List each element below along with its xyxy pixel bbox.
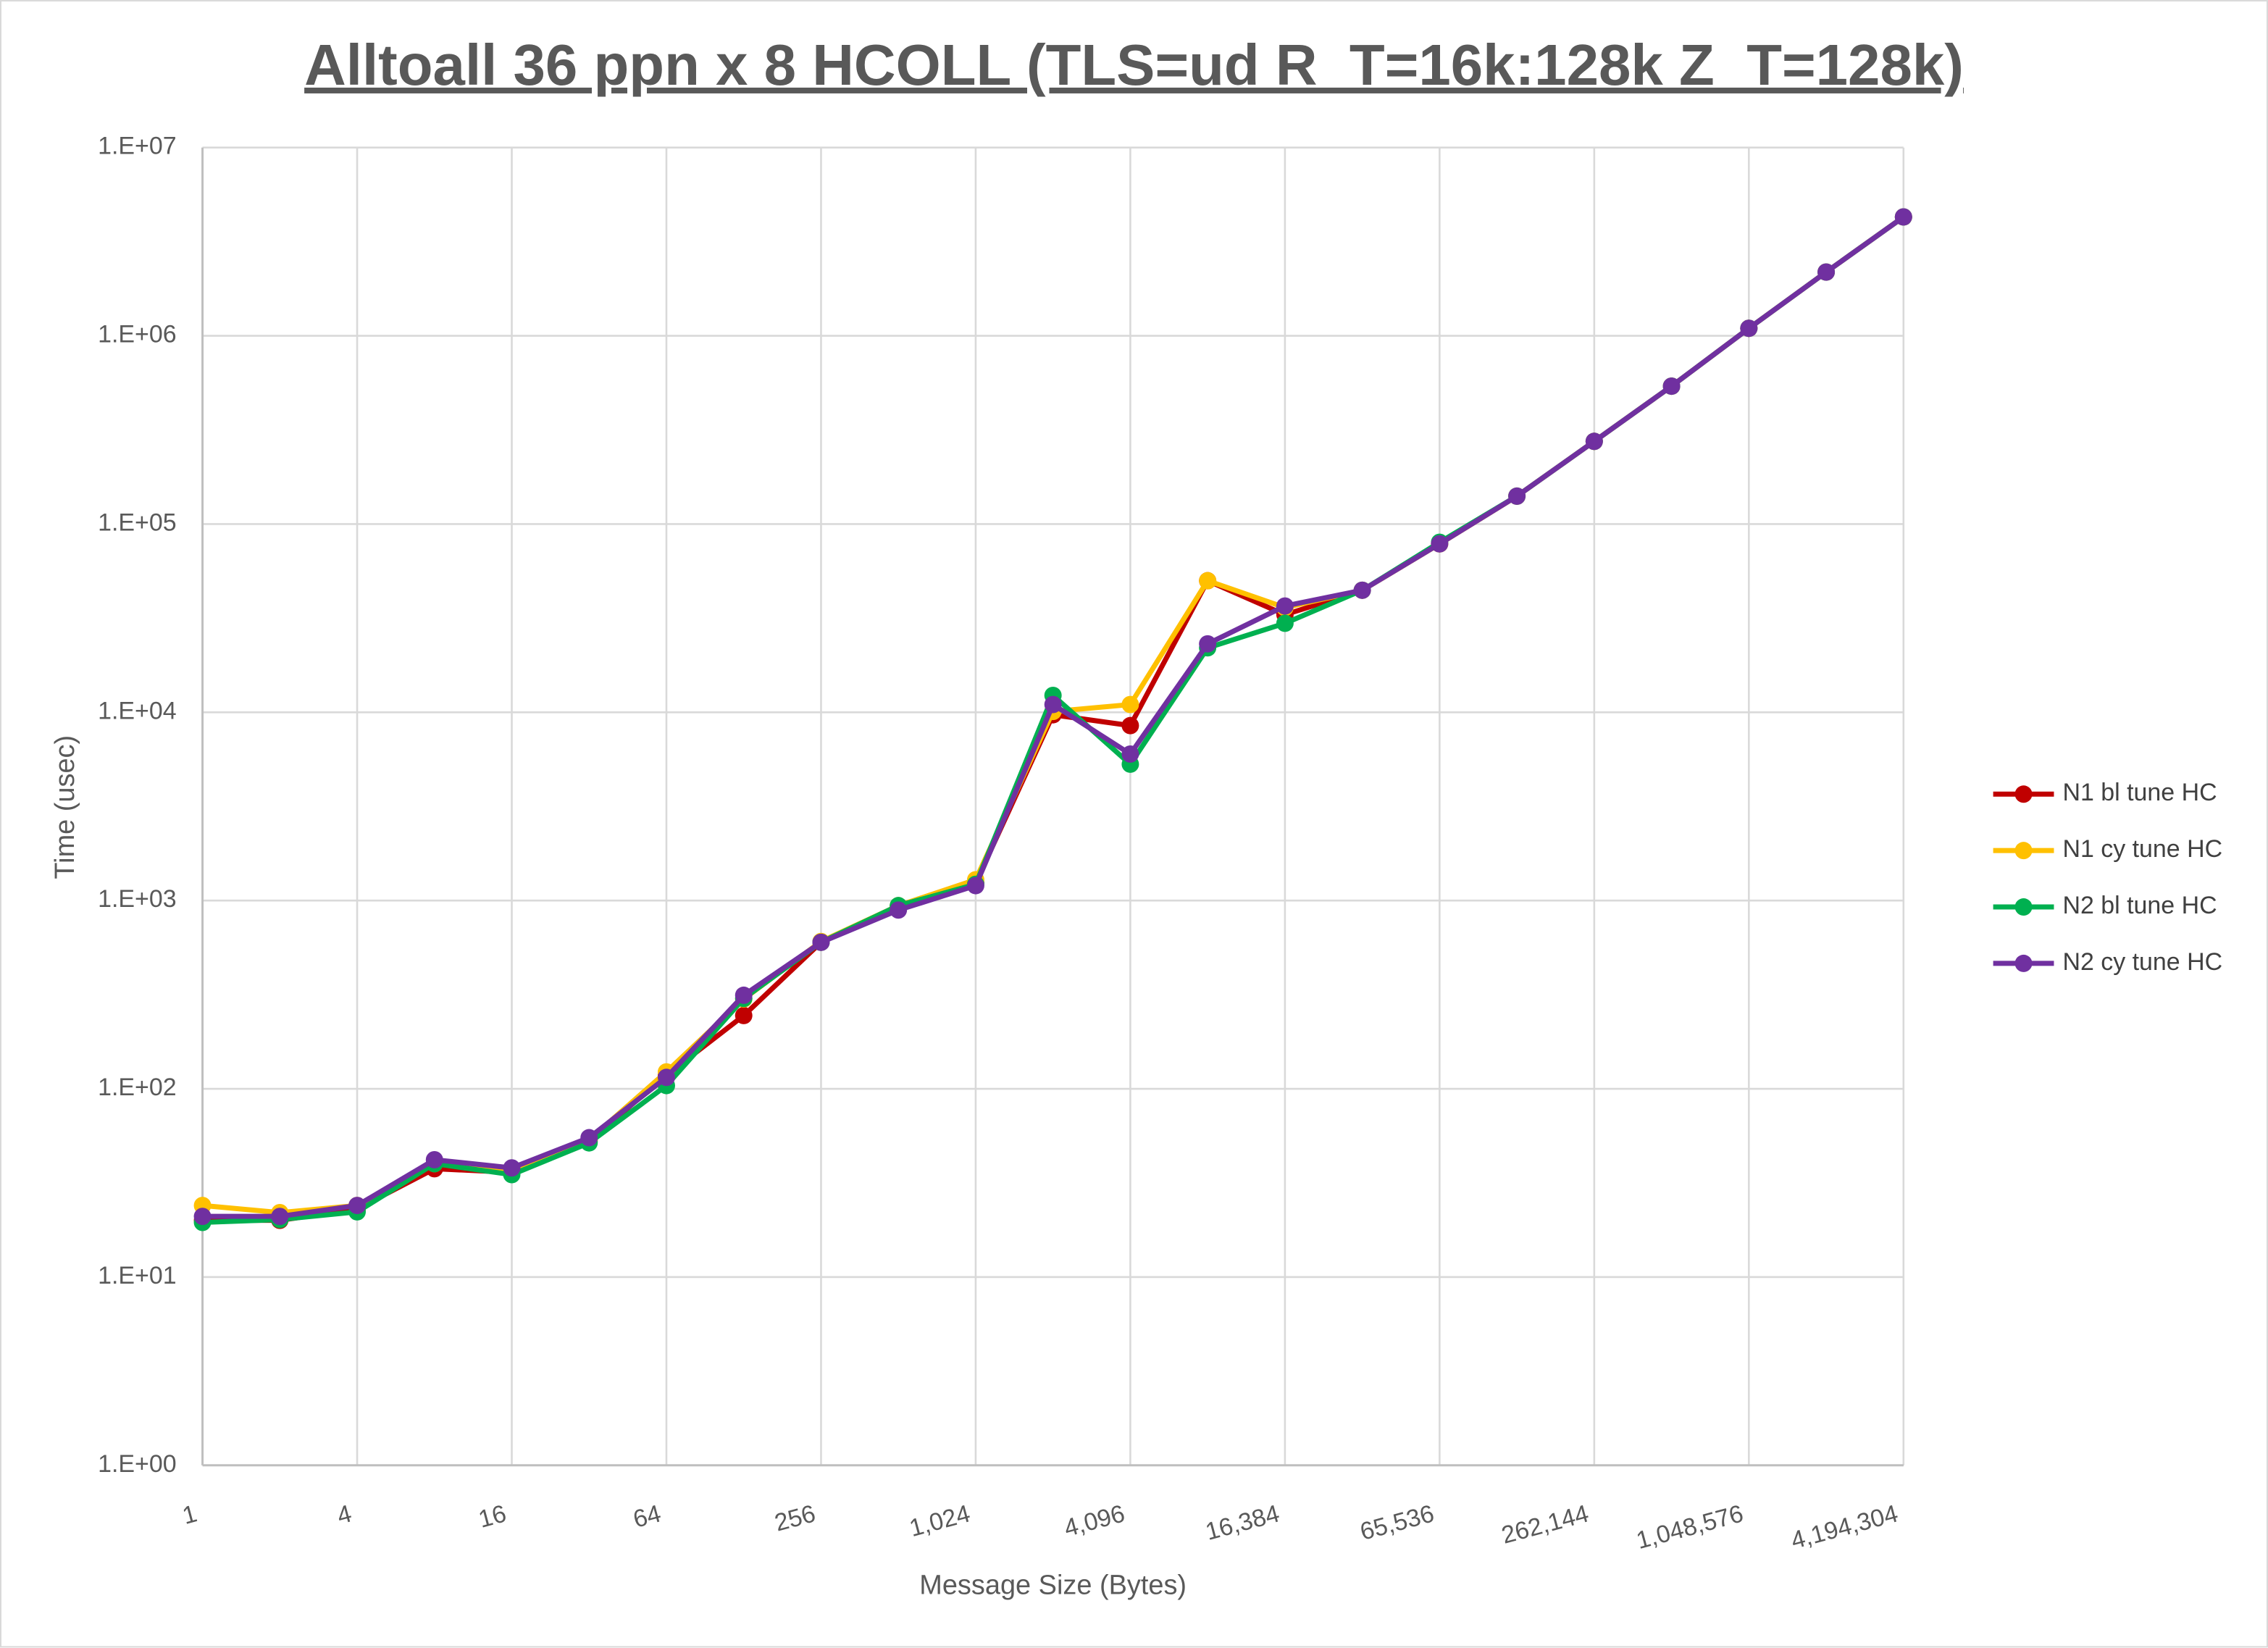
data-point <box>1199 572 1217 590</box>
y-tick-label: 1.E+04 <box>98 697 177 724</box>
data-point <box>966 877 984 895</box>
x-tick-label: 16 <box>476 1499 509 1533</box>
data-point <box>658 1068 675 1087</box>
chart-title: Alltoall 36 ppn x 8 HCOLL (TLS=ud R_T=16… <box>304 33 1964 97</box>
data-point <box>1431 535 1449 553</box>
data-point <box>1044 695 1062 714</box>
y-tick-label: 1.E+05 <box>98 509 177 536</box>
y-tick-label: 1.E+06 <box>98 321 177 348</box>
data-point <box>1740 319 1758 338</box>
data-point <box>580 1129 598 1147</box>
y-axis-title: Time (usec) <box>50 735 80 879</box>
data-point <box>1353 581 1371 599</box>
data-point <box>1585 432 1603 451</box>
data-point <box>1276 614 1294 632</box>
y-tick-label: 1.E+01 <box>98 1262 177 1289</box>
data-point <box>1817 263 1836 281</box>
data-point <box>890 901 908 919</box>
y-tick-label: 1.E+03 <box>98 885 177 913</box>
legend-marker <box>2014 898 2033 916</box>
legend-label: N1 bl tune HC <box>2062 779 2217 806</box>
data-point <box>812 933 830 951</box>
data-point <box>1199 635 1217 653</box>
legend-marker <box>2014 842 2033 860</box>
y-tick-label: 1.E+02 <box>98 1074 177 1101</box>
y-tick-label: 1.E+07 <box>98 133 177 160</box>
data-point <box>348 1197 367 1215</box>
data-point <box>1121 695 1139 714</box>
data-point <box>1508 487 1526 505</box>
data-point <box>1276 597 1294 615</box>
data-point <box>271 1208 289 1226</box>
data-point <box>503 1159 521 1177</box>
legend-marker <box>2014 785 2033 803</box>
data-point <box>735 986 753 1004</box>
data-point <box>1894 208 1912 226</box>
x-axis-title: Message Size (Bytes) <box>919 1570 1187 1601</box>
legend-label: N2 bl tune HC <box>2062 892 2217 919</box>
data-point <box>1121 745 1139 763</box>
x-tick-label: 64 <box>630 1499 664 1533</box>
data-point <box>425 1150 443 1168</box>
legend-label: N1 cy tune HC <box>2062 835 2222 863</box>
data-point <box>193 1208 212 1226</box>
legend-label: N2 cy tune HC <box>2062 948 2222 976</box>
data-point <box>1121 716 1139 735</box>
y-tick-label: 1.E+00 <box>98 1450 177 1478</box>
data-point <box>735 1006 753 1024</box>
data-point <box>1662 377 1681 396</box>
legend-marker <box>2014 954 2033 972</box>
